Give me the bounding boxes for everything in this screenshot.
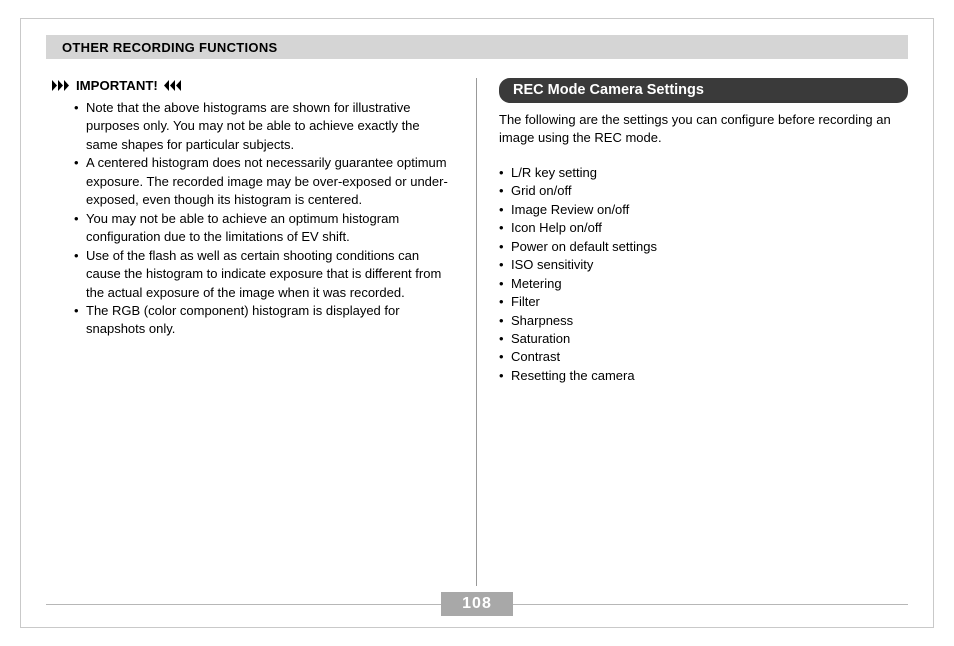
header-bar: OTHER RECORDING FUNCTIONS xyxy=(46,35,908,59)
header-title: OTHER RECORDING FUNCTIONS xyxy=(62,40,278,55)
list-item: Resetting the camera xyxy=(499,367,908,385)
list-item: Metering xyxy=(499,275,908,293)
list-item: Saturation xyxy=(499,330,908,348)
triangle-left-icon xyxy=(164,80,182,91)
important-heading: IMPORTANT! xyxy=(46,78,454,93)
list-item: Use of the flash as well as certain shoo… xyxy=(86,247,454,302)
important-label: IMPORTANT! xyxy=(76,78,158,93)
section-title: REC Mode Camera Settings xyxy=(513,82,704,98)
list-item: Contrast xyxy=(499,348,908,366)
list-item: Power on default settings xyxy=(499,238,908,256)
important-bullet-list: Note that the above histograms are shown… xyxy=(46,99,454,339)
page-number-value: 108 xyxy=(462,595,492,613)
list-item: Grid on/off xyxy=(499,182,908,200)
list-item: L/R key setting xyxy=(499,164,908,182)
list-item: You may not be able to achieve an optimu… xyxy=(86,210,454,247)
list-item: ISO sensitivity xyxy=(499,256,908,274)
list-item: Note that the above histograms are shown… xyxy=(86,99,454,154)
section-intro: The following are the settings you can c… xyxy=(499,111,908,148)
right-column: REC Mode Camera Settings The following a… xyxy=(477,78,908,586)
list-item: Icon Help on/off xyxy=(499,219,908,237)
footer-line-left xyxy=(46,604,441,605)
list-item: Image Review on/off xyxy=(499,201,908,219)
page-number: 108 xyxy=(441,592,513,616)
list-item: A centered histogram does not necessaril… xyxy=(86,154,454,209)
list-item: Sharpness xyxy=(499,312,908,330)
footer-line-right xyxy=(513,604,908,605)
left-column: IMPORTANT! Note that the above histogram… xyxy=(46,78,477,586)
triangle-right-icon xyxy=(52,80,70,91)
settings-list: L/R key setting Grid on/off Image Review… xyxy=(499,164,908,385)
section-header: REC Mode Camera Settings xyxy=(499,78,908,103)
list-item: The RGB (color component) histogram is d… xyxy=(86,302,454,339)
list-item: Filter xyxy=(499,293,908,311)
content-area: IMPORTANT! Note that the above histogram… xyxy=(46,78,908,586)
footer: 108 xyxy=(46,592,908,616)
